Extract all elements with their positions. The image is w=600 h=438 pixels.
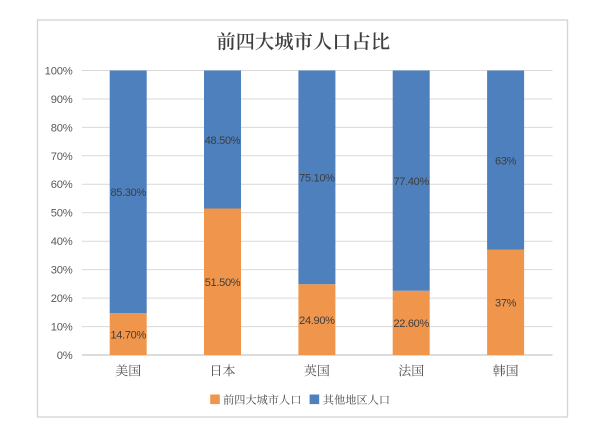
svg-text:63%: 63% xyxy=(495,155,517,167)
svg-text:37%: 37% xyxy=(495,298,517,310)
svg-text:48.50%: 48.50% xyxy=(205,135,241,147)
svg-text:24.90%: 24.90% xyxy=(299,315,335,327)
svg-text:77.40%: 77.40% xyxy=(393,176,429,188)
svg-text:14.70%: 14.70% xyxy=(110,329,146,341)
svg-text:20%: 20% xyxy=(51,293,73,305)
svg-text:30%: 30% xyxy=(51,265,73,277)
svg-text:85.30%: 85.30% xyxy=(110,187,146,199)
svg-text:90%: 90% xyxy=(51,94,73,106)
svg-text:40%: 40% xyxy=(51,236,73,248)
svg-text:0%: 0% xyxy=(57,350,73,362)
svg-text:51.50%: 51.50% xyxy=(205,277,241,289)
svg-text:50%: 50% xyxy=(51,208,73,220)
svg-text:80%: 80% xyxy=(51,122,73,134)
svg-text:70%: 70% xyxy=(51,151,73,163)
svg-text:75.10%: 75.10% xyxy=(299,173,335,185)
svg-text:100%: 100% xyxy=(45,65,73,77)
svg-text:60%: 60% xyxy=(51,179,73,191)
svg-text:10%: 10% xyxy=(51,321,73,333)
svg-text:22.60%: 22.60% xyxy=(393,318,429,330)
